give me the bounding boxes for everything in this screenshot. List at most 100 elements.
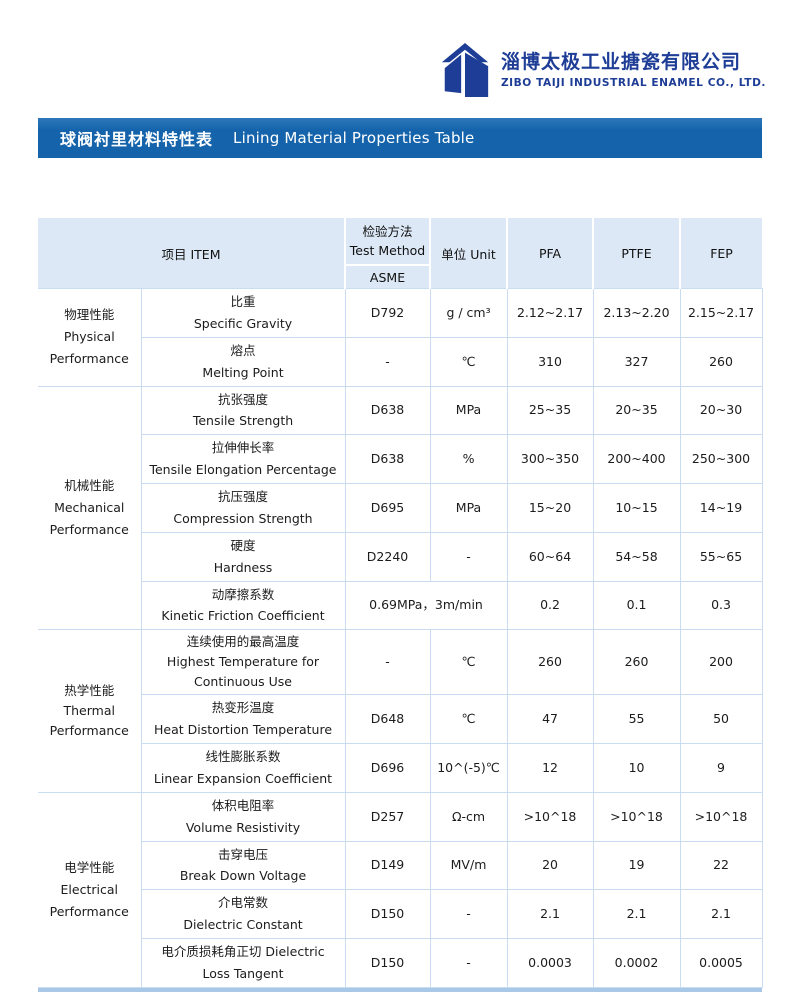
company-name-cn: 淄博太极工业搪瓷有限公司: [500, 51, 741, 74]
test-method-cell: D638: [344, 385, 431, 436]
property-cell: 硬度 Hardness: [140, 531, 346, 582]
property-cell: 熔点 Melting Point: [140, 336, 346, 387]
test-method-cell: -: [344, 629, 431, 696]
test-method-cell: D150: [344, 938, 431, 988]
ptfe-value-cell: 0.1: [592, 580, 681, 631]
table-row: 抗压强度 Compression Strength D695 MPa 15~20 10~1…: [38, 483, 763, 533]
unit-cell: -: [429, 531, 508, 582]
table-row: 动摩擦系数 Kinetic Friction Coefficient 0.69MPa…: [38, 580, 763, 631]
category-cell: 热学性能 Thermal Performance: [38, 629, 142, 793]
col-header-pfa: PFA: [506, 218, 594, 289]
ptfe-value-cell: 19: [592, 840, 681, 891]
unit-cell: ℃: [429, 694, 508, 744]
pfa-value-cell: 60~64: [506, 531, 594, 582]
properties-table: 项目 ITEM 检验方法 Test Method ASME 单位 Unit PF…: [38, 218, 763, 988]
table-body: 物理性能 Physical Performance 比重 Specific Gravit…: [38, 288, 763, 988]
pfa-value-cell: 0.2: [506, 580, 594, 631]
fep-value-cell: 2.15~2.17: [679, 288, 763, 338]
table-row: 拉伸伸长率 Tensile Elongation Percentage D638% 3…: [38, 434, 763, 484]
table-row: 线性膨胀系数 Linear Expansion Coefficient D696 10…: [38, 743, 763, 793]
property-cell: 介电常数 Dielectric Constant: [140, 889, 346, 939]
ptfe-value-cell: >10^18: [592, 791, 681, 842]
test-method-cell: D150: [344, 889, 431, 939]
pfa-value-cell: 300~350: [506, 434, 594, 484]
test-method-unit-cell: 0.69MPa，3m/min: [344, 580, 508, 631]
fep-value-cell: 250~300: [679, 434, 763, 484]
unit-cell: Ω-cm: [429, 791, 508, 842]
ptfe-value-cell: 260: [592, 629, 681, 696]
company-name-en: ZIBO TAIJI INDUSTRIAL ENAMEL CO., LTD.: [500, 76, 766, 89]
pfa-value-cell: 47: [506, 694, 594, 744]
col-header-item: 项目 ITEM: [38, 218, 346, 289]
unit-cell: -: [429, 938, 508, 988]
unit-cell: -: [429, 889, 508, 939]
pfa-value-cell: 0.0003: [506, 938, 594, 988]
fep-value-cell: 55~65: [679, 531, 763, 582]
property-cell: 抗压强度 Compression Strength: [140, 483, 346, 533]
ptfe-value-cell: 200~400: [592, 434, 681, 484]
category-cell: 机械性能 Mechanical Performance: [38, 385, 142, 631]
pfa-value-cell: >10^18: [506, 791, 594, 842]
table-row: 机械性能 Mechanical Performance 抗张强度 Tensile Str…: [38, 385, 763, 631]
category-cell: 电学性能 Electrical Performance: [38, 791, 142, 988]
properties-table-zone: 项目 ITEM 检验方法 Test Method ASME 单位 Unit PF…: [38, 218, 763, 992]
test-method-cell: D648: [344, 694, 431, 744]
table-bottom-accent-bar: [38, 987, 762, 992]
ptfe-value-cell: 54~58: [592, 531, 681, 582]
unit-cell: MV/m: [429, 840, 508, 891]
test-method-standard: ASME: [369, 269, 406, 285]
property-cell: 体积电阻率 Volume Resistivity: [140, 791, 346, 842]
fep-value-cell: 50: [679, 694, 763, 744]
test-method-cell: D696: [344, 743, 431, 793]
property-cell: 拉伸伸长率 Tensile Elongation Percentage: [140, 434, 346, 484]
fep-value-cell: 9: [679, 743, 763, 793]
table-row: 物理性能 Physical Performance 比重 Specific Gravit…: [38, 288, 763, 387]
section-title-cn: 球阀衬里材料特性表: [60, 130, 214, 149]
fep-value-cell: 22: [679, 840, 763, 891]
property-cell: 电介质损耗角正切 Dielectric Loss Tangent: [140, 938, 346, 988]
table-row: 电学性能 Electrical Performance 体积电阻率 Volume Res…: [38, 791, 763, 988]
ptfe-value-cell: 10~15: [592, 483, 681, 533]
test-method-cell: D695: [344, 483, 431, 533]
fep-value-cell: 200: [679, 629, 763, 696]
fep-value-cell: 0.0005: [679, 938, 763, 988]
table-row: 热学性能 Thermal Performance 连续使用的最高温度 Highest T…: [38, 629, 763, 793]
property-cell: 比重 Specific Gravity: [140, 288, 346, 338]
col-header-ptfe: PTFE: [592, 218, 681, 289]
company-logo: 淄博太极工业搪瓷有限公司 ZIBO TAIJI INDUSTRIAL ENAME…: [438, 42, 766, 98]
ptfe-value-cell: 2.1: [592, 889, 681, 939]
header-row: 项目 ITEM 检验方法 Test Method ASME 单位 Unit PF…: [38, 218, 763, 289]
fep-value-cell: 14~19: [679, 483, 763, 533]
test-method-cell: D257: [344, 791, 431, 842]
pfa-value-cell: 15~20: [506, 483, 594, 533]
table-row: 热变形温度 Heat Distortion Temperature D648 ℃ 47 5…: [38, 694, 763, 744]
col-header-test-method: 检验方法 Test Method ASME: [344, 218, 431, 289]
unit-cell: 10^(-5)℃: [429, 743, 508, 793]
table-row: 介电常数 Dielectric Constant D150-2.1 2.1 2.1: [38, 889, 763, 939]
ptfe-value-cell: 20~35: [592, 385, 681, 436]
pfa-value-cell: 12: [506, 743, 594, 793]
pfa-value-cell: 20: [506, 840, 594, 891]
table-row: 硬度 Hardness D2240-60~64 54~58 55~65: [38, 531, 763, 582]
ptfe-value-cell: 55: [592, 694, 681, 744]
fep-value-cell: >10^18: [679, 791, 763, 842]
unit-cell: ℃: [429, 629, 508, 696]
property-cell: 抗张强度 Tensile Strength: [140, 385, 346, 436]
fep-value-cell: 2.1: [679, 889, 763, 939]
table-row: 击穿电压 Break Down Voltage D149 MV/m 20 19 22: [38, 840, 763, 891]
table-row: 熔点 Melting Point - ℃ 310 327 260: [38, 336, 763, 387]
pfa-value-cell: 25~35: [506, 385, 594, 436]
property-cell: 连续使用的最高温度 Highest Temperature for Continuo…: [140, 629, 346, 696]
fep-value-cell: 260: [679, 336, 763, 387]
test-method-cell: D638: [344, 434, 431, 484]
category-cell: 物理性能 Physical Performance: [38, 288, 142, 387]
test-method-cell: -: [344, 336, 431, 387]
fep-value-cell: 20~30: [679, 385, 763, 436]
table-row: 电介质损耗角正切 Dielectric Loss Tangent D150-0.00…: [38, 938, 763, 988]
company-logo-icon: [441, 43, 489, 97]
test-method-cell: D2240: [344, 531, 431, 582]
col-header-fep: FEP: [679, 218, 763, 289]
test-method-cell: D792: [344, 288, 431, 338]
unit-cell: ℃: [429, 336, 508, 387]
